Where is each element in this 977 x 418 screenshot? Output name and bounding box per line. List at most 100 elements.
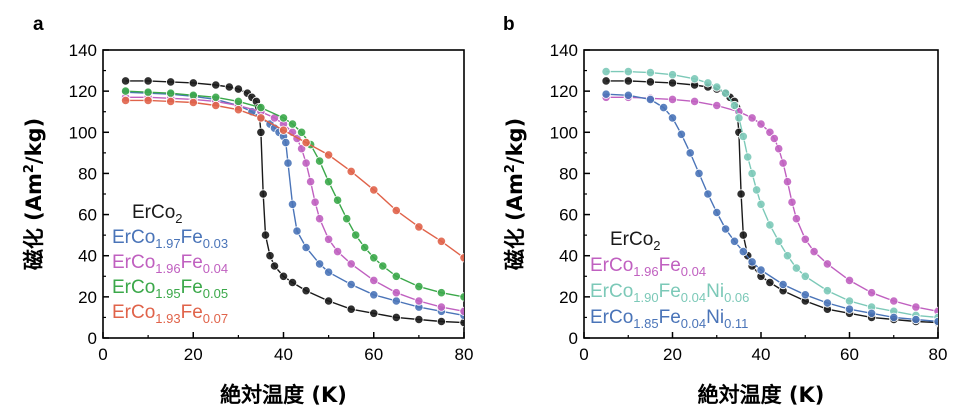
panel-label: a xyxy=(33,14,44,35)
data-point xyxy=(323,296,334,306)
data-point xyxy=(256,103,266,113)
data-point xyxy=(459,306,464,316)
data-point xyxy=(601,89,611,99)
data-point xyxy=(369,253,379,263)
data-point xyxy=(414,314,424,325)
data-point xyxy=(121,86,131,96)
data-point xyxy=(346,166,356,176)
data-point xyxy=(911,314,921,325)
data-point xyxy=(747,168,757,178)
data-point xyxy=(278,271,289,281)
data-point xyxy=(332,247,343,257)
data-point xyxy=(188,78,198,88)
data-point xyxy=(436,236,446,246)
data-point xyxy=(791,263,802,273)
data-point xyxy=(676,129,687,139)
data-point xyxy=(601,76,611,86)
data-point xyxy=(346,279,356,290)
panel-label: b xyxy=(503,14,515,35)
data-point xyxy=(623,67,633,77)
data-point xyxy=(188,97,198,108)
y-tick-label: 20 xyxy=(559,288,578,307)
data-point xyxy=(459,292,464,302)
x-tick-label: 0 xyxy=(98,345,107,364)
data-point xyxy=(323,150,334,160)
data-point xyxy=(658,103,669,113)
data-point xyxy=(667,78,678,88)
data-point xyxy=(738,230,748,240)
data-point xyxy=(143,87,153,97)
data-point xyxy=(346,304,356,314)
series-3 xyxy=(601,89,938,327)
data-point xyxy=(667,94,678,105)
data-point xyxy=(774,236,784,246)
y-tick-label: 60 xyxy=(559,206,578,225)
data-point xyxy=(623,90,633,100)
data-point xyxy=(269,261,280,271)
data-point xyxy=(751,185,762,195)
data-point xyxy=(369,185,379,195)
data-point xyxy=(305,177,316,187)
data-point xyxy=(287,277,298,288)
data-point xyxy=(782,251,793,261)
x-tick-label: 60 xyxy=(840,345,859,364)
data-point xyxy=(391,271,401,281)
data-point xyxy=(822,298,833,308)
data-point xyxy=(756,119,766,129)
data-point xyxy=(121,76,131,86)
data-point xyxy=(414,296,424,306)
y-tick-label: 60 xyxy=(78,206,97,225)
y-tick-label: 120 xyxy=(550,82,578,101)
data-point xyxy=(224,82,234,92)
data-point xyxy=(351,230,361,240)
data-point xyxy=(822,286,833,296)
data-point xyxy=(233,105,243,115)
x-tick-label: 60 xyxy=(364,345,383,364)
data-point xyxy=(414,281,424,292)
data-point xyxy=(281,138,291,148)
data-point xyxy=(121,95,131,106)
x-tick-label: 40 xyxy=(752,345,771,364)
data-point xyxy=(703,78,713,88)
data-point xyxy=(278,113,289,123)
legend-entry: ErCo1.93Fe0.07 xyxy=(112,302,228,326)
data-point xyxy=(844,304,855,314)
data-point xyxy=(391,205,401,216)
data-point xyxy=(645,77,656,87)
data-point xyxy=(436,288,446,298)
data-point xyxy=(283,158,293,168)
data-point xyxy=(233,84,243,94)
data-point xyxy=(791,214,802,224)
data-point xyxy=(292,226,302,236)
data-point xyxy=(889,296,899,306)
data-point xyxy=(391,296,401,306)
data-point xyxy=(844,296,855,306)
data-point xyxy=(391,312,401,322)
legend-entry: ErCo1.96Fe0.04 xyxy=(590,255,706,279)
data-point xyxy=(166,77,176,87)
legend-entry: ErCo2 xyxy=(132,202,183,226)
x-tick-label: 0 xyxy=(579,345,588,364)
data-point xyxy=(769,133,779,144)
data-point xyxy=(720,224,731,234)
data-point xyxy=(782,177,793,187)
data-point xyxy=(738,131,748,141)
series-0 xyxy=(121,76,464,328)
data-point xyxy=(866,288,877,298)
data-point xyxy=(778,158,788,168)
data-point xyxy=(720,88,731,98)
data-point xyxy=(323,234,334,244)
data-point xyxy=(301,158,311,168)
x-tick-label: 20 xyxy=(663,345,682,364)
y-tick-label: 140 xyxy=(69,41,97,60)
x-tick-label: 20 xyxy=(184,345,203,364)
data-point xyxy=(314,259,325,269)
data-point xyxy=(414,222,424,232)
data-point xyxy=(310,197,320,207)
data-point xyxy=(685,148,695,158)
data-point xyxy=(689,74,700,84)
data-point xyxy=(645,94,656,105)
data-point xyxy=(911,302,921,312)
data-point xyxy=(301,286,311,296)
